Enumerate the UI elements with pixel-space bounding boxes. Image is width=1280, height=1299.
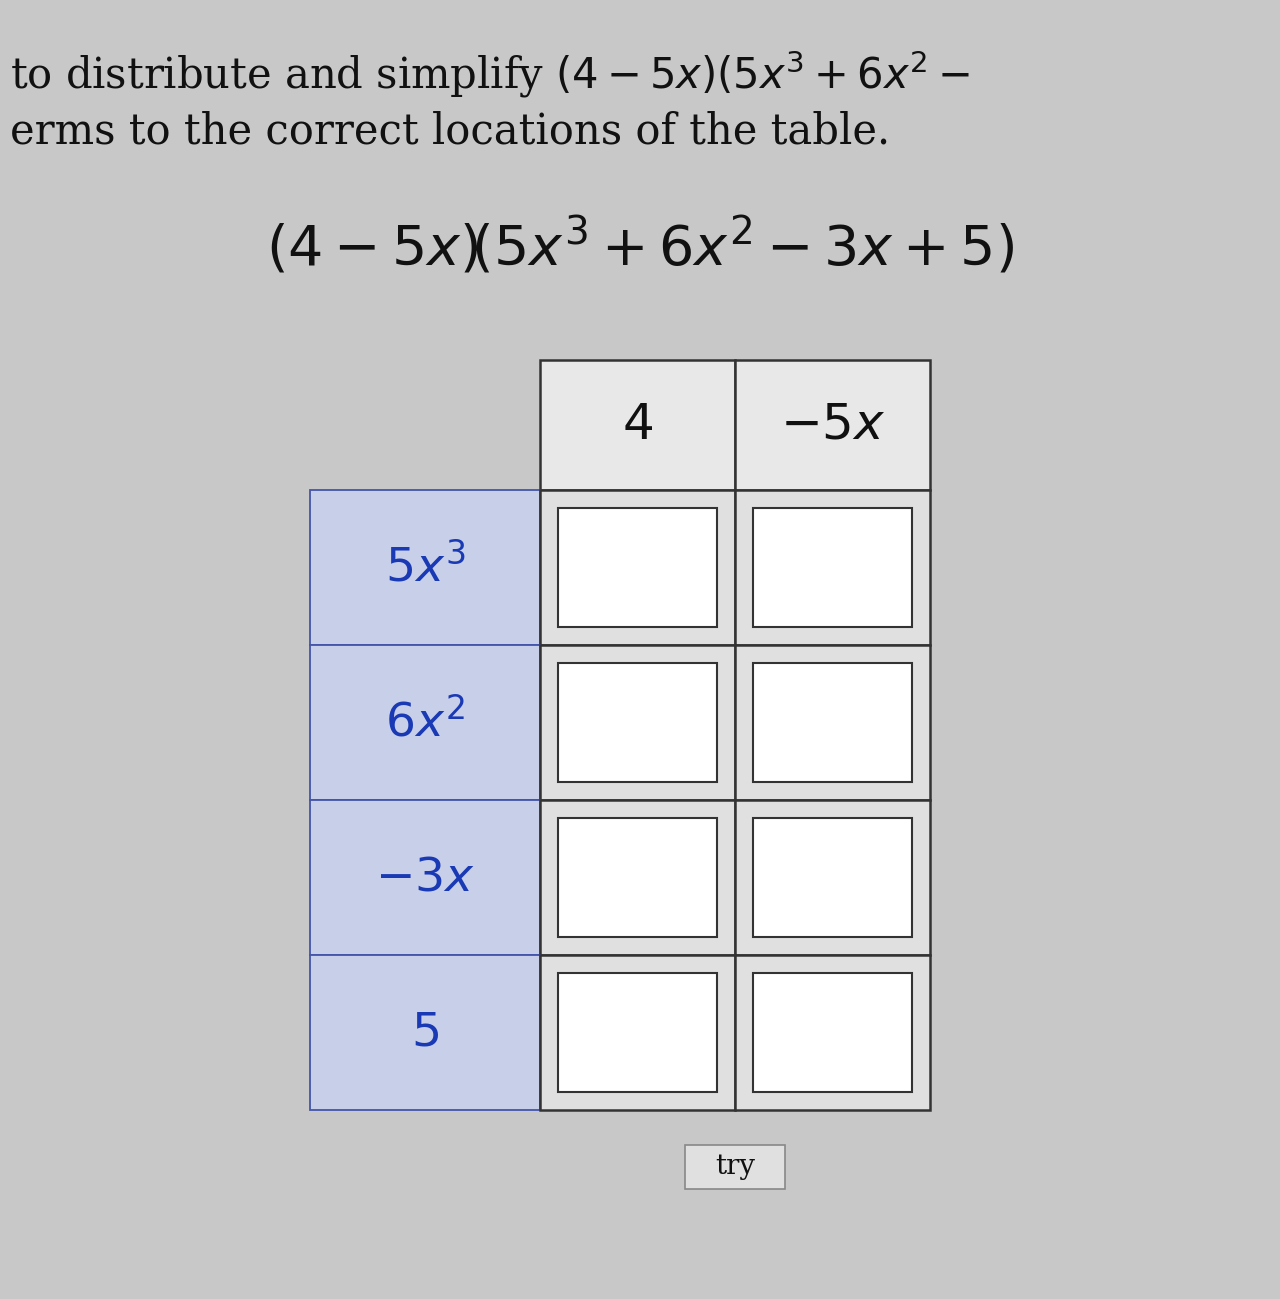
Text: $-3x$: $-3x$ bbox=[375, 855, 475, 900]
Text: $6x^2$: $6x^2$ bbox=[385, 699, 465, 746]
Text: $4$: $4$ bbox=[622, 400, 653, 449]
Bar bbox=[310, 800, 540, 955]
Bar bbox=[540, 360, 735, 490]
Bar bbox=[735, 360, 931, 490]
Bar bbox=[540, 955, 735, 1111]
Text: try: try bbox=[716, 1154, 755, 1181]
Bar bbox=[540, 490, 735, 646]
Bar bbox=[558, 508, 717, 627]
Text: $5$: $5$ bbox=[411, 1009, 439, 1055]
Bar bbox=[735, 646, 931, 800]
Bar bbox=[735, 955, 931, 1111]
Text: erms to the correct locations of the table.: erms to the correct locations of the tab… bbox=[10, 110, 890, 152]
Bar bbox=[540, 646, 735, 800]
Bar bbox=[735, 490, 931, 646]
Bar bbox=[558, 818, 717, 937]
Bar bbox=[685, 1144, 785, 1189]
Bar bbox=[753, 662, 911, 782]
Bar bbox=[735, 800, 931, 955]
Bar bbox=[540, 800, 735, 955]
Bar bbox=[310, 646, 540, 800]
Text: $-5x$: $-5x$ bbox=[780, 400, 886, 449]
Bar bbox=[310, 955, 540, 1111]
Bar bbox=[558, 662, 717, 782]
Text: $(4-5x)\!\left(5x^3+6x^2-3x+5\right)$: $(4-5x)\!\left(5x^3+6x^2-3x+5\right)$ bbox=[266, 216, 1014, 277]
Text: to distribute and simplify $(4-5x)(5x^3+6x^2-$: to distribute and simplify $(4-5x)(5x^3+… bbox=[10, 48, 970, 100]
Bar bbox=[558, 973, 717, 1092]
Text: $5x^3$: $5x^3$ bbox=[385, 544, 465, 591]
Bar bbox=[753, 973, 911, 1092]
Bar bbox=[753, 508, 911, 627]
Bar bbox=[753, 818, 911, 937]
Bar bbox=[310, 490, 540, 646]
